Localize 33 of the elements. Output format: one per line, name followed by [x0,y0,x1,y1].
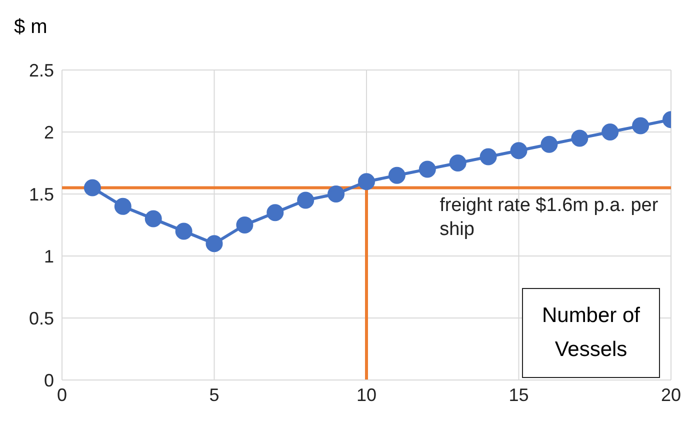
point [418,160,436,178]
point [297,192,314,209]
y-tick-label: 1.5 [28,184,54,204]
point [328,186,345,202]
y-tick-label: 0.5 [28,308,54,328]
y-tick-label: 0 [44,370,54,390]
x-tick-label: 5 [209,384,220,405]
point [540,136,558,153]
y-tick-label: 2 [44,122,54,142]
x-tick-label: 0 [56,384,68,405]
point [84,179,101,196]
x-tick-label: 15 [508,384,529,405]
point [602,124,619,140]
y-tick-label: 2.5 [28,60,54,80]
y-axis-title: $ m [14,16,48,39]
point [510,142,528,160]
point [480,148,497,166]
point [236,216,254,234]
x-tick-label: 20 [660,384,682,405]
point [388,166,406,184]
point [144,210,162,228]
point [632,117,650,134]
point [175,222,192,240]
point [266,204,284,222]
point [571,130,588,147]
point [114,198,132,215]
point [358,173,375,190]
x-tick-label: 10 [356,384,377,405]
point [449,154,466,172]
x-axis-title: Number of Vessels [522,288,660,378]
ref-line-label: freight rate $1.6m p.a. per ship [440,194,660,242]
y-tick-label: 1 [44,246,54,266]
point [206,235,223,252]
